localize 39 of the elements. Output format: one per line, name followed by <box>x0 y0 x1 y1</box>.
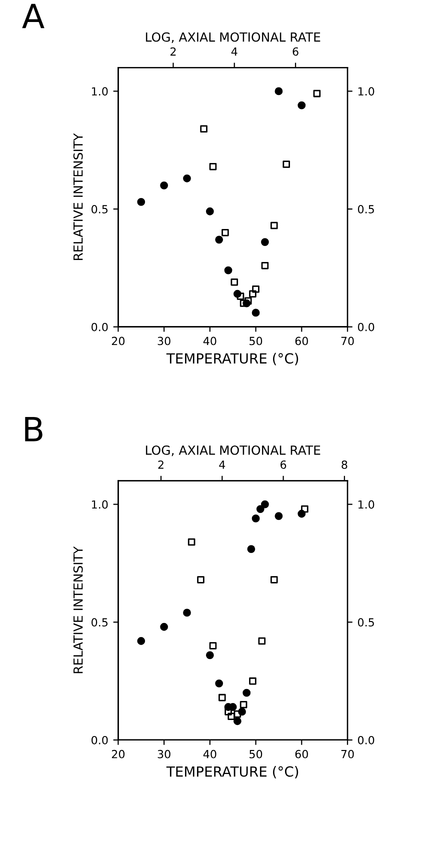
x2-tick-label: 4 <box>219 460 226 469</box>
x-tick-label: 70 <box>341 750 354 758</box>
x-tick-label: 30 <box>158 336 170 346</box>
y-tick-label: 0.0 <box>92 736 108 744</box>
x-tick-label: 20 <box>112 336 125 346</box>
x-tick-label: 40 <box>203 750 216 758</box>
x-tick-label: 60 <box>295 336 308 346</box>
chart-title: B <box>25 417 42 442</box>
chart-title: A <box>22 4 44 28</box>
y2-tick-label: 0.5 <box>358 618 374 627</box>
y2-tick-label: 0.5 <box>358 205 374 214</box>
x2-tick-label: 6 <box>280 460 286 469</box>
x-tick-label: 40 <box>203 336 216 346</box>
x2-tick-label: 8 <box>342 460 348 469</box>
x-tick-label: 70 <box>341 336 354 346</box>
y-tick-label: 0.5 <box>92 618 108 627</box>
x-axis-title: TEMPERATURE (°C) <box>166 766 298 778</box>
x-tick-label: 30 <box>158 750 170 758</box>
x-tick-label: 50 <box>250 750 262 758</box>
y2-tick-label: 0.0 <box>358 736 374 744</box>
y-tick-label: 1.0 <box>92 500 108 509</box>
y2-tick-label: 1.0 <box>358 500 374 509</box>
x2-axis-title: LOG, AXIAL MOTIONAL RATE <box>146 32 320 44</box>
y2-tick-label: 0.0 <box>358 322 374 332</box>
x-axis-title: TEMPERATURE (°C) <box>166 352 298 366</box>
y-tick-label: 0.5 <box>92 205 108 214</box>
x2-tick-label: 2 <box>158 460 164 469</box>
y-tick-label: 1.0 <box>92 87 108 96</box>
x2-tick-label: 4 <box>231 47 238 56</box>
x-tick-label: 20 <box>112 750 125 758</box>
x-tick-label: 60 <box>295 750 308 758</box>
y-axis-title: RELATIVE INTENSITY <box>73 133 83 260</box>
x2-tick-label: 6 <box>292 47 298 56</box>
x2-tick-label: 2 <box>170 47 176 56</box>
x2-axis-title: LOG, AXIAL MOTIONAL RATE <box>146 445 320 456</box>
y-tick-label: 0.0 <box>92 322 108 332</box>
y2-tick-label: 1.0 <box>358 87 374 96</box>
x-tick-label: 50 <box>250 336 262 346</box>
y-axis-title: RELATIVE INTENSITY <box>73 546 83 674</box>
